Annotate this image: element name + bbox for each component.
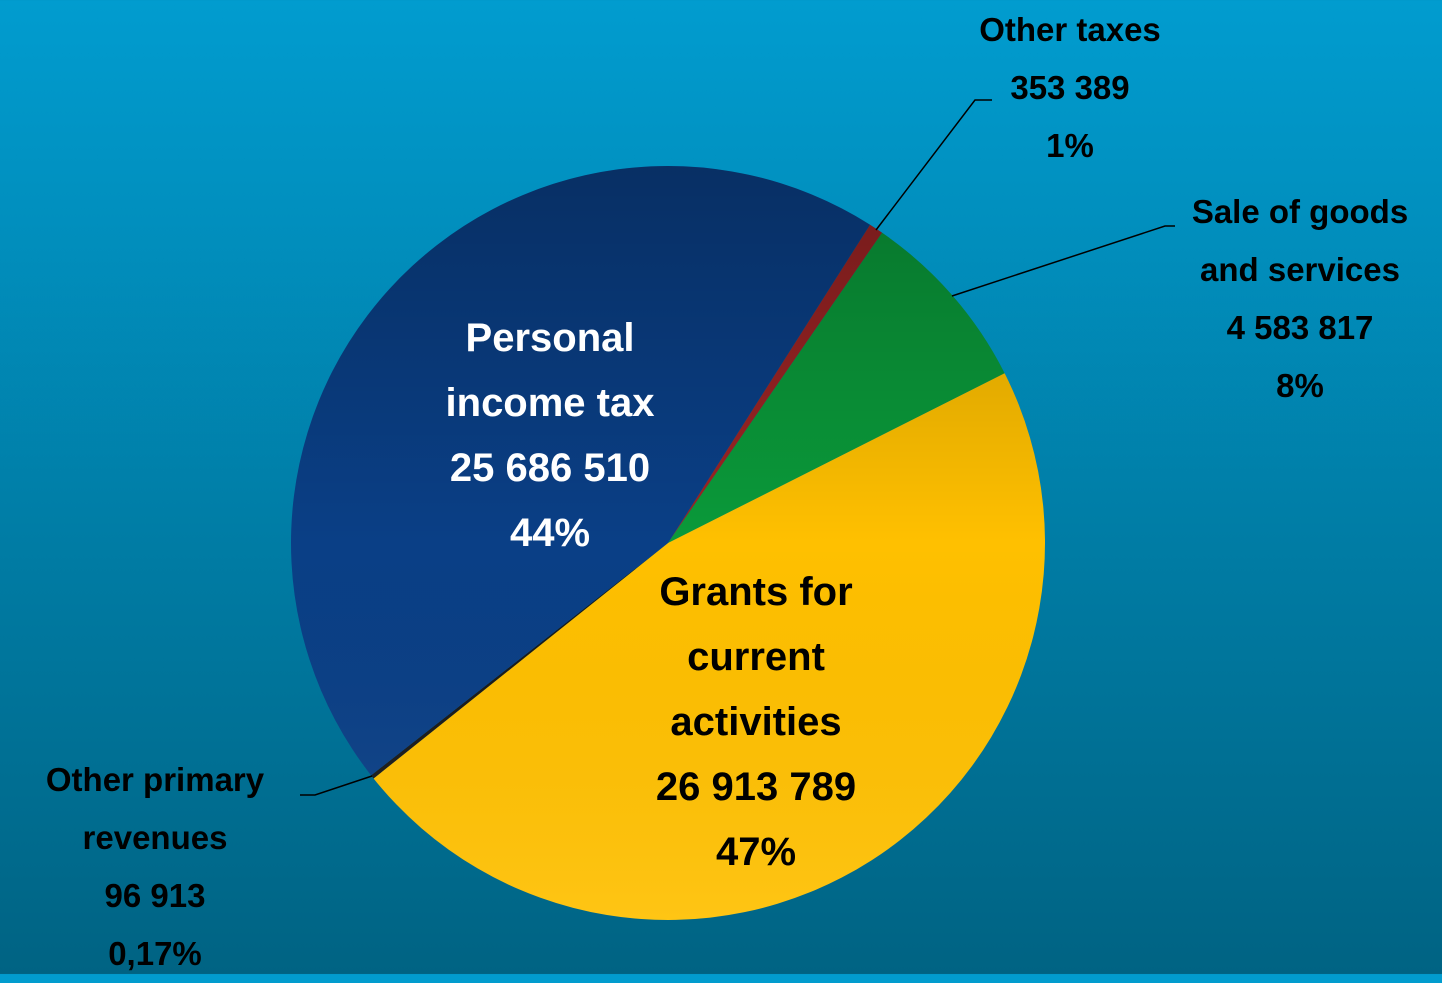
percent-label: 1% [1046,127,1094,164]
slice-label: Personal income tax 25 686 510 44% [410,306,690,566]
value-label: 26 913 789 [655,765,857,809]
value-label: 4 583 817 [1226,309,1374,346]
percent-label: 44% [509,511,591,555]
value-label: 353 389 [1010,69,1130,106]
leader-line [300,775,373,796]
slice-label: Sale of goods and services 4 583 817 8% [1165,183,1435,415]
percent-label: 47% [715,830,797,874]
category-label: Grants for current activities [659,570,853,744]
category-label: Other primary revenues [45,761,265,856]
category-label: Sale of goods and services [1191,193,1409,288]
value-label: 96 913 [104,877,206,914]
value-label: 25 686 510 [449,446,651,490]
category-label: Other taxes [979,11,1161,48]
slice-label: Other taxes 353 389 1% [920,1,1220,175]
leader-line [875,99,992,231]
leader-line [951,225,1175,297]
slice-label: Grants for current activities 26 913 789 4… [626,560,886,885]
slice-label: Other primary revenues 96 913 0,17% [5,751,305,983]
category-label: Personal income tax [445,316,655,425]
percent-label: 8% [1276,367,1324,404]
percent-label: 0,17% [108,935,202,972]
